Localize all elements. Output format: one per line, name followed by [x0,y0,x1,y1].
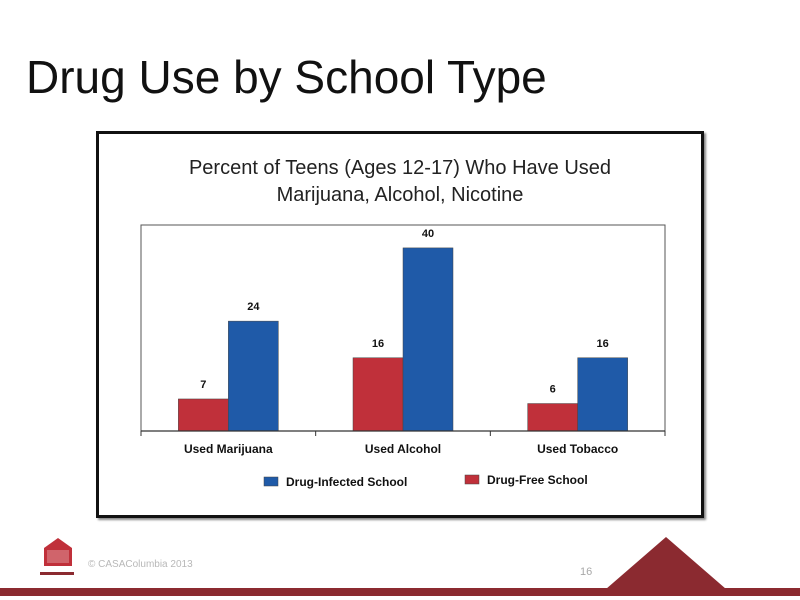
bar-chart: 7 24 Used Marijuana 16 40 Used Alcohol 6 16 Used… [140,224,666,489]
bar-label-drug-free-2: 6 [550,384,556,396]
chart-title-line-2: Marijuana, Alcohol, Nicotine [276,184,524,206]
page-number: 16 [580,566,593,578]
bar-label-drug-free-0: 7 [200,379,206,391]
legend-label-drug-infected: Drug-Infected School [286,475,407,489]
bar-drug-infected-0 [228,320,279,432]
chart-title: Percent of Teens (Ages 12-17) Who Have U… [99,155,701,209]
x-tick-label-1: Used Alcohol [365,442,441,456]
legend-swatch-drug-free [464,474,480,485]
bar-drug-free-2 [527,403,578,432]
casa-logo [40,538,74,575]
chart-title-line-1: Percent of Teens (Ages 12-17) Who Have U… [188,157,612,179]
bar-label-drug-free-1: 16 [372,338,384,350]
slide-title: Drug Use by School Type [26,51,547,103]
chart-container: Percent of Teens (Ages 12-17) Who Have U… [96,131,704,518]
bar-label-drug-infected-1: 40 [422,228,434,240]
legend-label-drug-free: Drug-Free School [487,473,588,487]
bar-drug-infected-2 [577,357,628,432]
bar-label-drug-infected-0: 24 [247,301,260,313]
footer-triangle [606,537,726,589]
bar-label-drug-infected-2: 16 [597,338,609,350]
copyright-text: © CASAColumbia 2013 [88,559,193,570]
legend-swatch-drug-infected [263,476,279,487]
bar-drug-free-0 [178,398,229,432]
bar-drug-infected-1 [402,247,454,432]
x-tick-label-2: Used Tobacco [537,442,618,456]
x-tick-label-0: Used Marijuana [184,442,273,456]
bar-drug-free-1 [352,357,404,432]
footer-bar [0,588,800,596]
